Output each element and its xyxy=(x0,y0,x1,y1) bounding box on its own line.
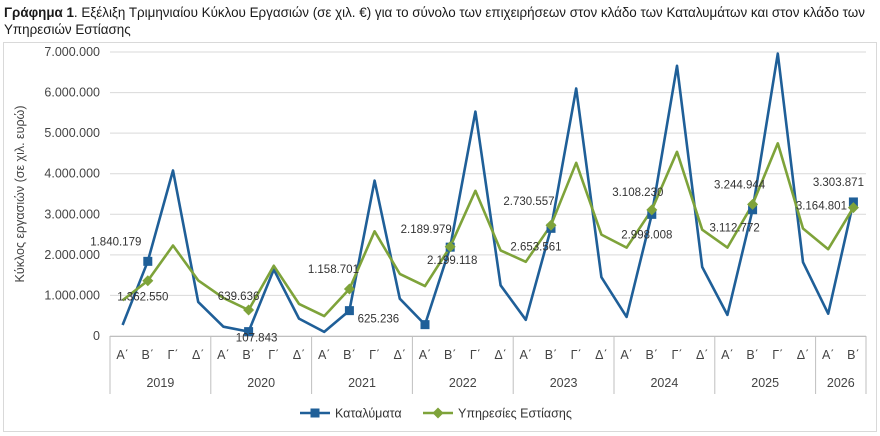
x-year-label: 2024 xyxy=(650,376,678,390)
x-year-label: 2021 xyxy=(348,376,376,390)
x-tick-label: Δ΄ xyxy=(696,348,709,362)
x-year-label: 2022 xyxy=(449,376,477,390)
data-point-katalymata xyxy=(143,256,153,266)
data-point-katalymata xyxy=(244,327,254,337)
x-tick-label: Γ΄ xyxy=(470,348,481,362)
x-tick-label: Β΄ xyxy=(242,348,255,362)
data-label: 2.189.979 xyxy=(401,224,452,236)
x-tick-label: Δ΄ xyxy=(595,348,608,362)
x-tick-label: Α΄ xyxy=(419,348,432,362)
y-tick-label: 1.000.000 xyxy=(44,288,100,302)
y-tick-label: 0 xyxy=(93,329,100,343)
data-point-estiasi xyxy=(646,204,658,216)
legend: Καταλύματα Υπηρεσίες Εστίασης xyxy=(300,407,572,421)
data-label: 1.840.179 xyxy=(90,236,141,248)
x-tick-label: Β΄ xyxy=(746,348,759,362)
x-tick-label: Β΄ xyxy=(142,348,155,362)
chart-border xyxy=(3,42,877,432)
y-axis-label: Κύκλος εργασιών (σε χιλ. ευρώ) xyxy=(13,106,27,283)
x-tick-label: Γ΄ xyxy=(571,348,582,362)
x-tick-label: Δ΄ xyxy=(394,348,407,362)
y-tick-label: 5.000.000 xyxy=(44,126,100,140)
x-tick-label: Β΄ xyxy=(646,348,659,362)
data-label: 107.843 xyxy=(236,333,278,345)
x-tick-label: Α΄ xyxy=(116,348,129,362)
x-tick-label: Β΄ xyxy=(545,348,558,362)
data-point-katalymata xyxy=(848,197,858,207)
x-year-label: 2023 xyxy=(550,376,578,390)
data-label: 3.303.871 xyxy=(813,177,864,189)
caption-text: . Εξέλιξη Τριμηνιαίου Κύκλου Εργασιών (σ… xyxy=(4,5,865,37)
x-tick-label: Γ΄ xyxy=(671,348,682,362)
series-line-estiasi xyxy=(121,142,855,318)
legend-marker xyxy=(432,407,444,419)
data-label: 3.244.944 xyxy=(714,179,766,191)
caption-bold: Γράφημα 1 xyxy=(4,5,74,20)
x-tick-label: Α΄ xyxy=(822,348,835,362)
data-label: 625.236 xyxy=(358,314,400,326)
data-label: 639.636 xyxy=(218,291,260,303)
x-tick-label: Α΄ xyxy=(318,348,331,362)
x-axis: Α΄ Β΄ Γ΄ Δ΄ Α΄ Β΄ Γ΄ Δ΄ Α΄ Β΄ Γ΄ Δ΄ Α΄ Β΄ Γ΄ Δ΄ Α΄ Β΄ Γ΄ Δ΄… xyxy=(109,336,867,394)
gridlines xyxy=(110,51,866,337)
x-tick-label: Β΄ xyxy=(343,348,356,362)
data-label: 2.998.008 xyxy=(621,229,672,241)
x-tick-label: Β΄ xyxy=(444,348,457,362)
data-point-estiasi xyxy=(444,241,456,253)
x-year-label: 2020 xyxy=(247,376,275,390)
x-tick-label: Δ΄ xyxy=(293,348,306,362)
legend-label: Υπηρεσίες Εστίασης xyxy=(458,407,572,421)
data-point-estiasi xyxy=(747,198,759,210)
chart-frame xyxy=(3,42,877,432)
x-tick-label: Δ΄ xyxy=(494,348,507,362)
x-tick-label: Α΄ xyxy=(217,348,230,362)
data-point-estiasi xyxy=(847,202,859,214)
y-tick-label: 2.000.000 xyxy=(44,248,100,262)
data-point-katalymata xyxy=(344,306,354,316)
x-tick-label: Γ΄ xyxy=(369,348,380,362)
x-tick-label: Δ΄ xyxy=(192,348,205,362)
x-tick-label: Α΄ xyxy=(721,348,734,362)
x-tick-label: Α΄ xyxy=(520,348,533,362)
x-tick-label: Δ΄ xyxy=(797,348,810,362)
data-point-katalymata xyxy=(420,320,430,330)
data-point-estiasi xyxy=(243,304,255,316)
x-tick-label: Γ΄ xyxy=(268,348,279,362)
data-label: 2.199.118 xyxy=(427,255,477,267)
x-tick-label: Γ΄ xyxy=(167,348,178,362)
data-label: 3.164.801 xyxy=(796,201,847,213)
data-label: 2.730.557 xyxy=(503,196,554,208)
data-labels: 1.840.179 1.362.550 639.636 107.843 1.158.70… xyxy=(90,177,864,345)
data-label: 2.653.561 xyxy=(510,241,561,253)
y-tick-label: 3.000.000 xyxy=(44,207,100,221)
data-label: 3.112.772 xyxy=(709,223,759,235)
x-year-label: 2019 xyxy=(146,376,174,390)
chart-caption: Γράφημα 1. Εξέλιξη Τριμηνιαίου Κύκλου Ερ… xyxy=(4,4,876,38)
y-tick-label: 6.000.000 xyxy=(44,86,100,100)
legend-marker xyxy=(310,408,320,418)
data-label: 1.362.550 xyxy=(117,292,168,304)
x-tick-label: Γ΄ xyxy=(772,348,783,362)
data-point-estiasi xyxy=(343,283,355,295)
x-year-label: 2025 xyxy=(751,376,779,390)
x-tick-label: Β΄ xyxy=(847,348,860,362)
data-point-estiasi xyxy=(545,219,557,231)
data-point-estiasi xyxy=(142,275,154,287)
x-tick-label: Α΄ xyxy=(620,348,633,362)
y-tick-label: 7.000.000 xyxy=(44,45,100,59)
data-label: 3.108.230 xyxy=(612,187,663,199)
y-axis: 0 1.000.000 2.000.000 3.000.000 4.000.000 5.0… xyxy=(44,45,100,343)
y-tick-label: 4.000.000 xyxy=(44,167,100,181)
legend-label: Καταλύματα xyxy=(335,407,402,421)
series-markers xyxy=(142,197,859,337)
data-label: 1.158.701 xyxy=(308,264,359,276)
x-year-label: 2026 xyxy=(827,376,855,390)
